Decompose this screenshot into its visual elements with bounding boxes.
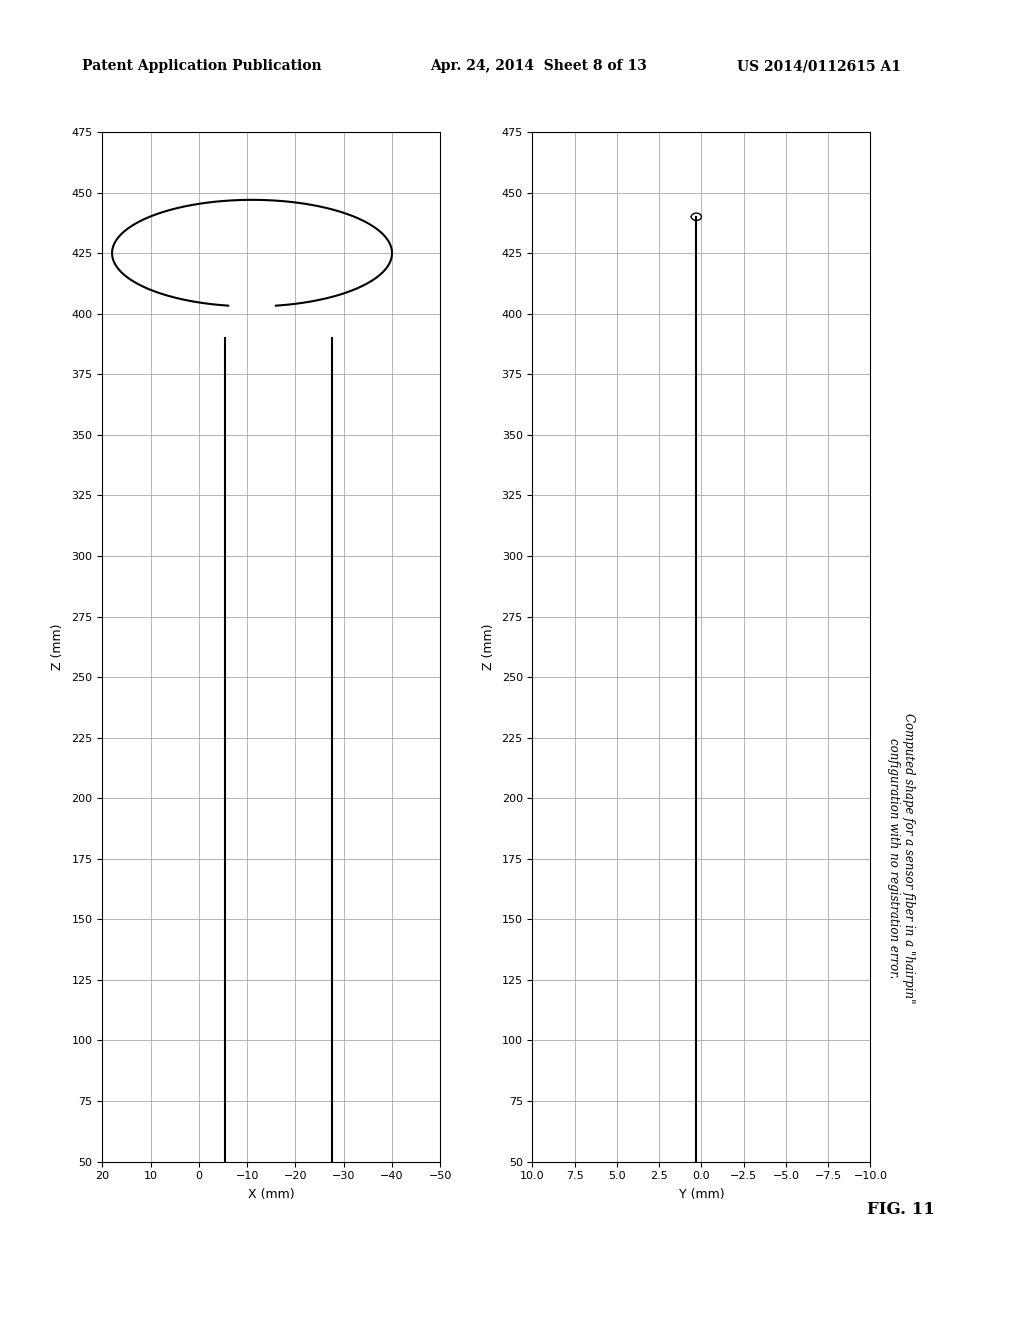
X-axis label: X (mm): X (mm) [248,1188,295,1201]
Y-axis label: Z (mm): Z (mm) [481,623,495,671]
Text: Computed shape for a sensor fiber in a "hairpin"
configuration with no registrat: Computed shape for a sensor fiber in a "… [887,713,915,1003]
Text: FIG. 11: FIG. 11 [867,1201,935,1218]
X-axis label: Y (mm): Y (mm) [679,1188,724,1201]
Text: Patent Application Publication: Patent Application Publication [82,59,322,74]
Text: US 2014/0112615 A1: US 2014/0112615 A1 [737,59,901,74]
Text: Apr. 24, 2014  Sheet 8 of 13: Apr. 24, 2014 Sheet 8 of 13 [430,59,647,74]
Y-axis label: Z (mm): Z (mm) [51,623,65,671]
